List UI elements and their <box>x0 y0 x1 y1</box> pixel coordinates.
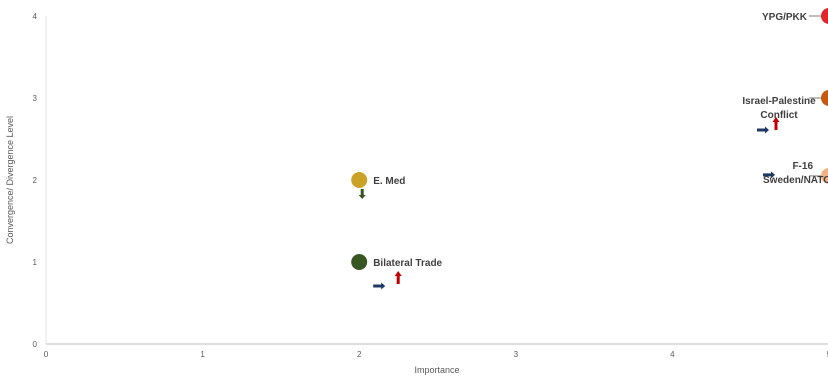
point-labels: E. Med Bilateral Trade YPG/PKK Israel-Pales… <box>373 12 828 269</box>
y-tick-label: 3 <box>33 94 38 103</box>
point-label: Conflict <box>760 110 798 121</box>
data-point <box>821 8 828 24</box>
arrow-down-icon <box>358 189 366 199</box>
x-tick-label: 2 <box>357 350 362 359</box>
x-tick-label: 5 <box>827 350 828 359</box>
point-label: F-16 <box>792 161 813 172</box>
data-point <box>351 172 368 188</box>
y-axis-title: Convergence/ Divergence Level <box>5 116 15 244</box>
data-point <box>821 167 828 184</box>
y-tick-label: 2 <box>33 176 38 185</box>
arrow-up-icon <box>394 271 402 284</box>
point-label: Sweden/NATO <box>763 175 828 186</box>
data-point <box>821 90 828 106</box>
trend-arrows <box>358 117 780 290</box>
data-points <box>351 8 828 270</box>
arrow-right-icon <box>373 282 386 290</box>
point-label: Israel-Palestine <box>742 96 816 107</box>
data-point <box>351 254 368 270</box>
x-tick-labels: 0 1 2 3 4 5 <box>44 350 828 359</box>
y-tick-label: 0 <box>33 340 38 349</box>
y-tick-labels: 0 1 2 3 4 <box>33 12 38 349</box>
x-axis-title: Importance <box>414 365 459 375</box>
point-label: YPG/PKK <box>762 12 808 23</box>
x-tick-label: 0 <box>44 350 49 359</box>
y-tick-label: 4 <box>33 12 38 21</box>
x-tick-label: 1 <box>200 350 205 359</box>
arrow-right-icon <box>757 126 769 134</box>
arrow-right-icon <box>763 171 775 179</box>
y-tick-label: 1 <box>33 258 38 267</box>
x-tick-label: 3 <box>514 350 519 359</box>
point-label: Bilateral Trade <box>373 258 442 269</box>
point-label: E. Med <box>373 176 405 187</box>
arrow-up-icon <box>772 117 780 130</box>
x-tick-label: 4 <box>670 350 675 359</box>
